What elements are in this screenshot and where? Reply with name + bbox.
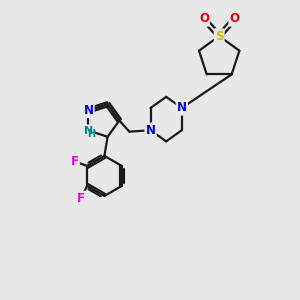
Text: O: O [199,13,209,26]
Text: H: H [87,129,95,139]
Text: N: N [146,124,156,137]
Text: F: F [77,192,85,205]
Text: O: O [230,13,239,26]
Text: S: S [215,29,224,43]
Text: F: F [71,155,79,168]
Text: N: N [177,101,187,115]
Text: N: N [83,104,94,117]
Text: N: N [84,125,93,136]
